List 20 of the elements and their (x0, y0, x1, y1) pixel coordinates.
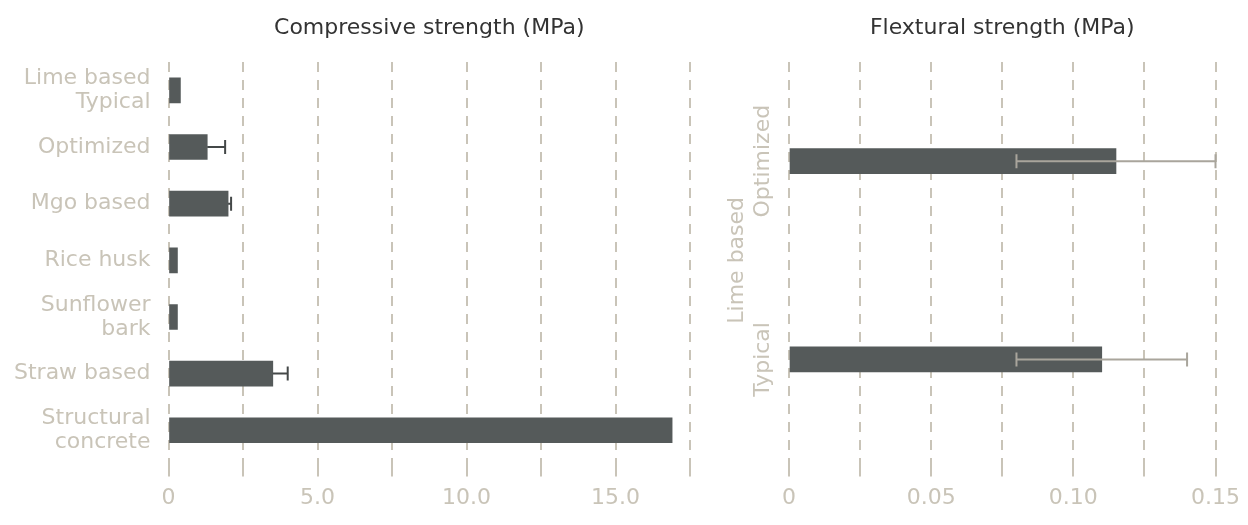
x-tick-label: 0.05 (906, 483, 956, 509)
x-tick-label: 0.15 (1191, 483, 1240, 509)
chart-title: Compressive strength (MPa) (274, 13, 585, 39)
y-tick-label: Rice husk (44, 246, 151, 272)
x-tick-label: 15.0 (591, 483, 640, 509)
x-tick-label: 0 (782, 483, 796, 509)
chart-title: Flextural strength (MPa) (869, 13, 1135, 39)
x-tick-label: 10.0 (442, 483, 491, 509)
y-tick-label: Typical (748, 322, 774, 398)
y-tick-label: Optimized (37, 132, 151, 158)
y-tick-label: Mgo based (30, 189, 151, 215)
x-tick-label: 5.0 (300, 483, 336, 509)
x-tick-label: 0 (161, 483, 176, 509)
y-tick-label: Sunflower bark (40, 290, 152, 340)
y-axis-title: Lime based (722, 196, 748, 324)
y-tick-label: Straw based (14, 359, 151, 385)
y-tick-label: Optimized (748, 104, 774, 218)
x-tick-label: 0.10 (1048, 483, 1098, 509)
y-tick-label: Lime based Typical (23, 63, 151, 114)
y-tick-label: Structural concrete (41, 403, 151, 454)
